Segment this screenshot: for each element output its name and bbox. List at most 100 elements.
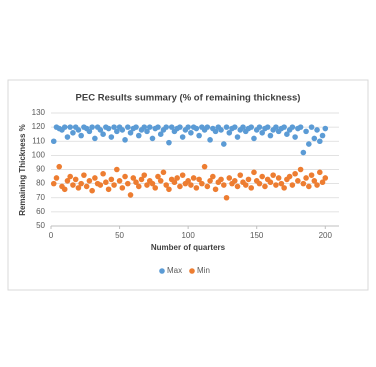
point <box>221 141 227 147</box>
point <box>100 170 106 177</box>
point <box>237 172 244 178</box>
point <box>116 178 123 184</box>
chart-title: PEC Results summary (% of remaining thic… <box>76 93 301 104</box>
point <box>50 138 57 145</box>
point <box>234 134 241 140</box>
point <box>256 180 263 187</box>
legend-label: Max <box>167 266 182 275</box>
point <box>196 132 202 139</box>
point <box>97 182 104 188</box>
point <box>319 132 326 139</box>
point <box>127 192 134 198</box>
point <box>61 186 68 193</box>
point <box>125 124 131 130</box>
point <box>242 182 249 188</box>
point <box>207 178 213 184</box>
point <box>248 124 255 130</box>
point <box>275 175 282 181</box>
point <box>97 127 104 133</box>
point <box>141 124 148 130</box>
point <box>78 132 84 139</box>
point <box>166 139 172 146</box>
x-tick-label: 200 <box>319 231 333 240</box>
point <box>300 180 307 187</box>
point <box>188 129 194 136</box>
point <box>226 129 233 136</box>
y-tick-label: 60 <box>36 207 45 216</box>
point <box>185 124 191 130</box>
y-tick-label: 130 <box>32 108 46 117</box>
point <box>267 179 274 186</box>
point <box>122 137 128 143</box>
point <box>284 131 290 137</box>
point <box>262 183 268 190</box>
point <box>322 175 329 181</box>
point <box>86 128 93 135</box>
point <box>264 124 271 130</box>
point <box>251 169 257 176</box>
legend-marker <box>189 268 195 274</box>
point <box>259 129 266 136</box>
point <box>179 134 186 140</box>
point <box>226 175 233 181</box>
point <box>300 149 307 156</box>
x-tick-label: 50 <box>115 231 124 240</box>
point <box>89 124 95 130</box>
point <box>314 182 320 188</box>
point <box>92 135 98 142</box>
point <box>75 185 82 191</box>
point <box>308 124 315 130</box>
point <box>245 176 252 183</box>
point <box>105 125 112 132</box>
point <box>83 183 90 190</box>
point <box>270 172 276 178</box>
point <box>119 127 126 133</box>
point <box>171 179 178 186</box>
point <box>240 124 246 130</box>
point <box>210 173 216 180</box>
point <box>196 176 202 183</box>
point <box>179 172 186 178</box>
point <box>273 124 279 130</box>
point <box>308 172 315 178</box>
point <box>185 178 191 184</box>
point <box>64 178 71 184</box>
point <box>281 185 287 191</box>
point <box>207 137 213 143</box>
point <box>234 183 241 190</box>
point <box>163 124 169 130</box>
point <box>155 124 161 130</box>
point <box>133 124 139 130</box>
legend-label: Min <box>197 266 210 275</box>
point <box>204 183 211 190</box>
point <box>133 179 139 186</box>
point <box>144 128 150 135</box>
point <box>111 124 117 130</box>
point <box>157 178 164 184</box>
point <box>127 129 134 136</box>
point <box>70 182 76 188</box>
point <box>221 182 227 188</box>
point <box>114 166 120 173</box>
point <box>267 132 274 139</box>
point <box>297 124 304 130</box>
y-axis-title: Remaining Thickness % <box>18 124 27 216</box>
y-tick-label: 50 <box>36 221 45 230</box>
point <box>135 183 142 190</box>
y-tick-label: 110 <box>32 136 45 145</box>
y-tick-label: 70 <box>36 193 45 202</box>
point <box>281 124 287 130</box>
y-tick-label: 120 <box>32 122 46 131</box>
point <box>306 141 312 147</box>
point <box>273 182 279 188</box>
point <box>289 182 296 188</box>
point <box>177 124 183 130</box>
point <box>297 166 304 173</box>
point <box>163 182 169 188</box>
point <box>149 180 156 187</box>
point <box>177 183 183 190</box>
point <box>155 173 161 180</box>
point <box>314 127 320 133</box>
point <box>218 176 224 183</box>
point <box>138 176 145 183</box>
